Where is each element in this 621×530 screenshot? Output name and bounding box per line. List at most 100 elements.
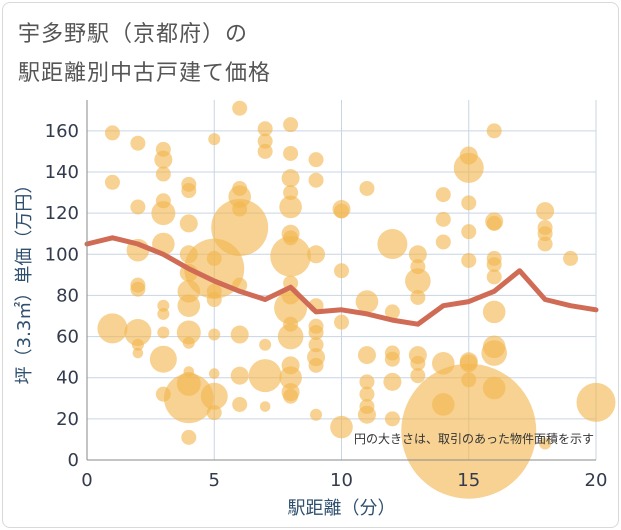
bubble-134 [482,376,506,400]
bubble-50 [230,325,249,344]
bubble-99 [384,304,400,320]
x-axis-label: 駅距離（分） [288,498,396,519]
bubble-89 [334,314,349,330]
bubble-112 [435,211,451,227]
bubble-77 [308,172,324,188]
bubble-8 [124,318,152,346]
bubble-2 [97,313,128,344]
bubble-117 [453,152,484,183]
size-note: 円の大きさは、取引のあった物件面積を示す [354,431,594,446]
bubble-131 [482,300,506,324]
bubble-90 [330,415,353,439]
average-line-layer [84,235,599,327]
average-price-line [84,235,599,327]
bubble-20 [149,345,177,373]
bubble-101 [384,351,400,367]
bubble-130 [486,269,502,285]
bubble-102 [383,372,402,391]
bubble-88 [334,263,349,279]
y-tick-label-20: 20 [56,409,79,430]
bubble-63 [279,195,302,219]
bubble-48 [211,199,269,257]
bubble-30 [182,336,195,349]
bubble-133 [481,340,508,366]
bubble-44 [232,100,248,116]
bubble-58 [259,401,271,412]
bubble-91 [359,180,375,196]
bubble-118 [461,195,477,211]
bubble-1 [104,174,120,190]
bubble-137 [537,226,553,242]
bubble-110 [410,368,426,384]
bubble-4 [130,199,146,215]
bubble-125 [486,123,502,139]
bubble-84 [308,357,324,373]
bubble-103 [384,411,400,427]
y-tick-label-60: 60 [56,327,79,348]
y-tick-label-140: 140 [45,162,79,183]
chart-title-line1: 宇多野駅（京都府）の [18,22,249,47]
bubble-57 [248,359,282,393]
bubble-71 [277,323,304,350]
bubble-17 [157,299,170,312]
bubble-15 [151,201,176,226]
bubble-141 [576,382,616,422]
bubble-82 [308,337,324,353]
bubble-layer [97,100,616,499]
bubble-81 [308,324,324,340]
bubble-69 [274,291,308,325]
bubble-95 [359,386,375,402]
bubble-140 [563,250,579,266]
bubble-51 [230,366,249,385]
bubble-104 [408,245,427,264]
bubble-113 [435,234,451,250]
bubble-87 [334,203,349,219]
bubble-97 [357,405,376,424]
bubble-28 [177,294,201,318]
bubble-10 [132,347,144,359]
y-tick-label-120: 120 [45,203,79,224]
bubble-40 [208,328,221,341]
bubble-129 [486,257,502,273]
bubble-9 [131,338,144,351]
bubble-55 [257,143,273,159]
bubble-18 [157,307,170,320]
bubble-12 [154,150,173,169]
x-tick-label-15: 15 [457,470,480,491]
bubble-3 [130,135,146,151]
bubble-13 [155,166,171,182]
y-tick-label-40: 40 [56,368,79,389]
bubble-24 [179,214,198,233]
axes: 0 5 10 15 20 0 20 40 60 80 100 120 140 160 [45,100,608,491]
y-axis-label: 坪（3.3㎡）単価（万円） [13,176,35,385]
bubble-23 [181,183,197,199]
bubble-53 [257,121,273,137]
bubble-29 [176,320,201,345]
bubble-106 [405,268,431,294]
bubble-61 [281,169,300,188]
bubble-60 [283,145,299,161]
x-tick-label-5: 5 [209,470,220,491]
bubble-139 [539,437,552,450]
bubble-138 [537,236,553,252]
y-tick-label-100: 100 [45,244,79,265]
bubble-85 [310,408,323,421]
bubble-43 [206,405,222,421]
chart-title-line2: 駅距離別中古戸建て価格 [18,61,272,86]
bubble-94 [359,374,375,390]
bubble-120 [461,252,477,268]
x-tick-label-20: 20 [585,470,608,491]
y-tick-label-0: 0 [68,450,79,471]
bubble-59 [283,117,299,133]
bubble-37 [206,250,222,266]
x-tick-label-10: 10 [330,470,353,491]
bubble-107 [410,289,426,305]
bubble-119 [461,224,477,240]
bubble-66 [270,236,311,277]
bubble-39 [206,292,222,308]
bubble-78 [307,245,326,264]
y-tick-label-80: 80 [56,285,79,306]
bubble-135 [536,202,555,221]
bubble-76 [308,152,324,168]
